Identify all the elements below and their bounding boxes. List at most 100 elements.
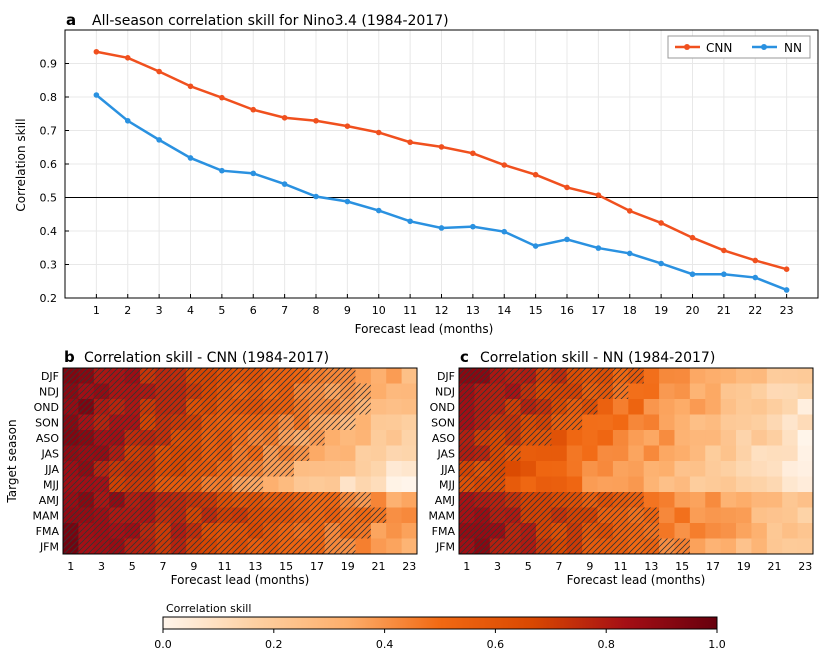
heatmap-cell [766, 368, 783, 384]
heatmap-cell [340, 445, 356, 462]
heatmap-cell [386, 430, 403, 446]
point-nn [438, 225, 445, 231]
x-tick-label: 12 [435, 304, 449, 317]
heatmap-cell [674, 461, 691, 477]
heatmap-cell [643, 383, 660, 400]
heatmap-cell [551, 430, 568, 446]
heatmap-cell [370, 461, 387, 477]
heatmap-cell [309, 476, 326, 493]
heatmap-cell [628, 430, 645, 446]
x-tick-label: 11 [218, 560, 232, 573]
heatmap-cell [309, 445, 326, 462]
point-cnn [219, 94, 225, 101]
heatmap-cell [751, 538, 768, 555]
heatmap-cell [766, 476, 783, 493]
heatmap-cell [628, 399, 645, 415]
heatmap-cell [705, 414, 722, 431]
y-axis-label: Correlation skill [14, 118, 28, 211]
point-cnn [658, 220, 664, 226]
x-tick-label: 5 [129, 560, 136, 573]
heatmap-cell [659, 368, 675, 384]
heatmap-cell [582, 430, 598, 446]
point-nn [156, 137, 162, 143]
y-tick-label: 0.9 [40, 58, 58, 71]
hatch-region [459, 445, 521, 461]
panel-letter-b: b [64, 348, 75, 366]
heatmap-cell [612, 399, 629, 415]
heatmap-cell [401, 476, 418, 493]
x-tick-label: 14 [497, 304, 511, 317]
x-tick-label: 19 [737, 560, 751, 573]
point-nn [93, 92, 100, 98]
hatch-region [63, 368, 356, 384]
heatmap-cell [766, 523, 783, 539]
heatmap-cell [782, 476, 799, 493]
heatmap-cell [370, 368, 387, 384]
point-cnn [595, 192, 602, 198]
heatmap-cell [736, 538, 752, 555]
heatmap-cell [401, 368, 418, 384]
heatmap-cell [782, 461, 799, 477]
heatmap-cell [705, 399, 722, 415]
heatmap-cell [370, 492, 387, 508]
point-nn [595, 245, 602, 251]
heatmap-cell [370, 430, 387, 446]
hatch-region [63, 507, 387, 523]
hatch-region [63, 476, 264, 492]
x-tick-label: 7 [160, 560, 167, 573]
heatmap-cell [597, 430, 614, 446]
panel-letter-a: a [66, 11, 76, 29]
heatmap-cell [782, 492, 799, 508]
y-tick-label: JFM [435, 540, 455, 553]
colorbar-bar [162, 616, 718, 630]
y-tick-label: DJF [41, 370, 59, 383]
heatmap-cell [674, 414, 691, 431]
x-tick-label: 21 [768, 560, 782, 573]
x-tick-label: 16 [560, 304, 574, 317]
heatmap-frame [62, 367, 418, 555]
point-cnn [250, 106, 257, 113]
heatmap-cell [355, 538, 372, 555]
heatmap-cell [736, 399, 752, 415]
heatmap-cell [566, 461, 583, 477]
heatmap-cell [782, 383, 799, 400]
heatmap-cell [401, 383, 418, 400]
heatmap-cell [370, 445, 387, 462]
heatmap-cell [551, 476, 568, 493]
y-ticks: 0.2 0.3 0.4 0.5 0.6 0.7 0.8 0.9 [40, 58, 69, 305]
panel-b-title: Correlation skill - CNN (1984-2017) [84, 350, 329, 366]
legend-label-nn: NN [784, 41, 802, 55]
hatch-region [459, 368, 644, 384]
legend-marker-nn [761, 44, 767, 50]
heatmap-cell [782, 538, 799, 555]
heatmap-cell [309, 461, 326, 477]
x-tick-label: 7 [556, 560, 563, 573]
heatmap-cell [766, 430, 783, 446]
y-tick-label: SON [35, 416, 59, 429]
heatmap-cell [535, 445, 552, 462]
heatmap-cell [370, 383, 387, 400]
point-nn [470, 223, 476, 230]
heatmap-cell [766, 399, 783, 415]
heatmap-cell [751, 445, 768, 462]
significance-hatching [63, 368, 387, 554]
heatmap-cell [797, 523, 814, 539]
x-tick-label: 20 [686, 304, 700, 317]
heatmap-cell [551, 445, 568, 462]
heatmap-cell [705, 507, 722, 524]
point-cnn [564, 184, 570, 191]
heatmap-cell [386, 507, 403, 524]
heatmap-cell [551, 461, 568, 477]
y-tick-label: JAS [436, 447, 455, 460]
heatmap-cell [736, 414, 752, 431]
heatmap-cell [612, 445, 629, 462]
heatmap-cell [597, 461, 614, 477]
y-tick-label: FMA [36, 525, 60, 538]
legend-marker-cnn [684, 44, 690, 50]
heatmap-cell [612, 476, 629, 493]
x-tick-label: 23 [402, 560, 416, 573]
heatmap-cell [736, 523, 752, 539]
heatmap-cell [535, 476, 552, 493]
heatmap-cell [720, 414, 737, 431]
heatmap-cell [689, 399, 706, 415]
